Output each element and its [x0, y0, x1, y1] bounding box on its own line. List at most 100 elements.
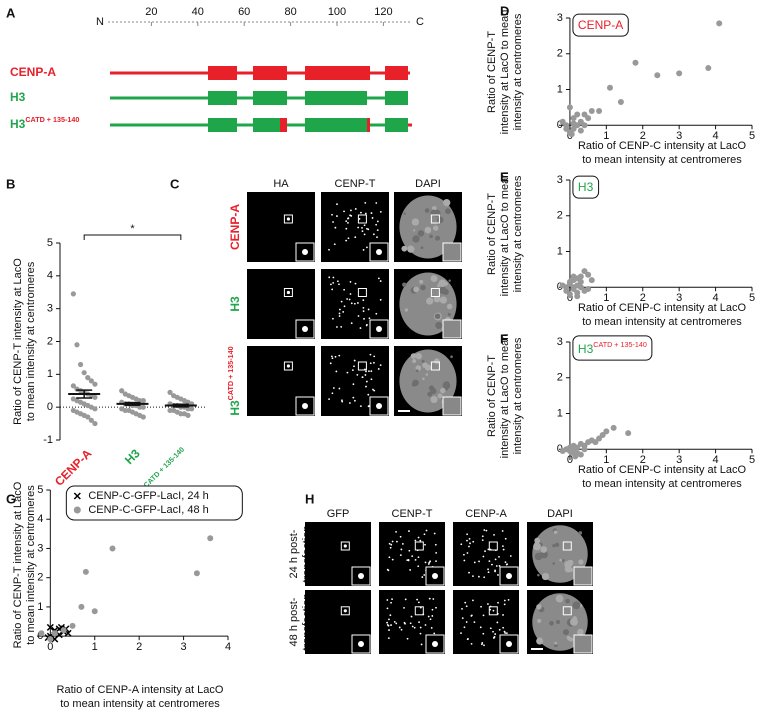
foci [362, 306, 365, 309]
y-axis-label: Ratio of CENP-T intensity at LacO [12, 258, 24, 425]
roi-box [562, 606, 572, 616]
foci [391, 598, 393, 601]
foci [429, 560, 432, 563]
point [140, 414, 146, 420]
point [632, 59, 639, 66]
foci [416, 598, 419, 601]
roi-box [414, 606, 424, 616]
error-bar [124, 401, 141, 406]
roi-box [430, 214, 440, 224]
foci [498, 565, 501, 567]
foci [334, 355, 337, 358]
chromatin [569, 637, 574, 642]
x-tick-label: 4 [713, 292, 719, 304]
foci [435, 551, 438, 554]
foci [362, 299, 365, 302]
foci [367, 393, 370, 396]
chromatin [450, 355, 453, 359]
foci [463, 559, 466, 562]
foci [503, 630, 506, 633]
foci [465, 621, 468, 623]
foci [328, 276, 331, 279]
inset-spot [506, 573, 512, 579]
chromatin [554, 641, 558, 645]
foci [376, 236, 378, 239]
foci [411, 555, 414, 557]
foci [345, 239, 348, 242]
y-tick-label: 1 [37, 601, 43, 613]
y-tick-label: 1 [47, 368, 53, 380]
foci [481, 642, 484, 644]
point [610, 424, 617, 431]
helix-box [305, 66, 370, 80]
point [568, 449, 575, 456]
chromatin [430, 388, 437, 395]
foci [433, 532, 436, 535]
foci [403, 607, 405, 609]
point [85, 414, 91, 420]
foci [417, 536, 420, 539]
foci [406, 559, 409, 562]
foci [468, 571, 470, 574]
foci [488, 560, 491, 562]
foci [386, 607, 389, 610]
ruler-tick-label: 60 [238, 6, 250, 18]
x-tick-label: 5 [749, 292, 755, 304]
y-tick-label: 1 [557, 245, 563, 257]
x-tick-label: 5 [749, 130, 755, 142]
foci [393, 620, 396, 623]
point [570, 120, 577, 127]
point [77, 361, 84, 368]
foci [370, 370, 373, 373]
foci [349, 293, 352, 295]
foci [482, 632, 485, 635]
foci [424, 543, 426, 546]
inset-label-box [572, 175, 600, 199]
chromatin [419, 279, 424, 284]
foci [420, 643, 423, 646]
y-tick-label: 3 [557, 12, 563, 24]
y-tick-label: 1 [557, 83, 563, 95]
chromatin [442, 381, 451, 390]
point [676, 70, 683, 77]
helix-box [208, 91, 237, 105]
foci [468, 537, 471, 540]
chromatin [439, 286, 447, 295]
foci [338, 312, 341, 315]
point [119, 388, 125, 394]
foci [336, 215, 338, 217]
foci [470, 614, 473, 617]
x-tick-label: 1 [603, 454, 609, 466]
helix-box [253, 66, 287, 80]
x-tick-label: 1 [92, 641, 98, 653]
foci [361, 230, 364, 233]
point [566, 104, 573, 111]
chromatin [447, 312, 451, 317]
foci [351, 369, 354, 372]
legend-label: CENP-C-GFP-LacI, 24 h [88, 490, 208, 502]
chromatin [421, 359, 425, 363]
x-tick-label: 3 [676, 130, 682, 142]
foci [373, 355, 376, 358]
foci [398, 626, 401, 629]
inset-label-base: CENP-A [578, 18, 623, 32]
micrograph [305, 590, 371, 654]
y-axis-label: Ratio of CENP-T intensity at LacO [12, 481, 24, 648]
foci [404, 598, 407, 601]
chromatin [403, 246, 407, 250]
point [574, 293, 581, 300]
helix-box [280, 118, 287, 132]
foci [485, 529, 488, 532]
micrograph [321, 346, 389, 416]
foci [428, 597, 431, 600]
point [588, 107, 595, 114]
legend-label: CENP-C-GFP-LacI, 48 h [88, 504, 208, 516]
point [46, 623, 54, 631]
point [167, 389, 173, 395]
inset-label: CENP-A [578, 18, 623, 32]
foci [359, 405, 362, 408]
foci [347, 221, 349, 224]
error-bar [76, 389, 93, 399]
inset-label: H3CATD + 135-140 [578, 340, 647, 356]
chromatin [430, 275, 438, 283]
